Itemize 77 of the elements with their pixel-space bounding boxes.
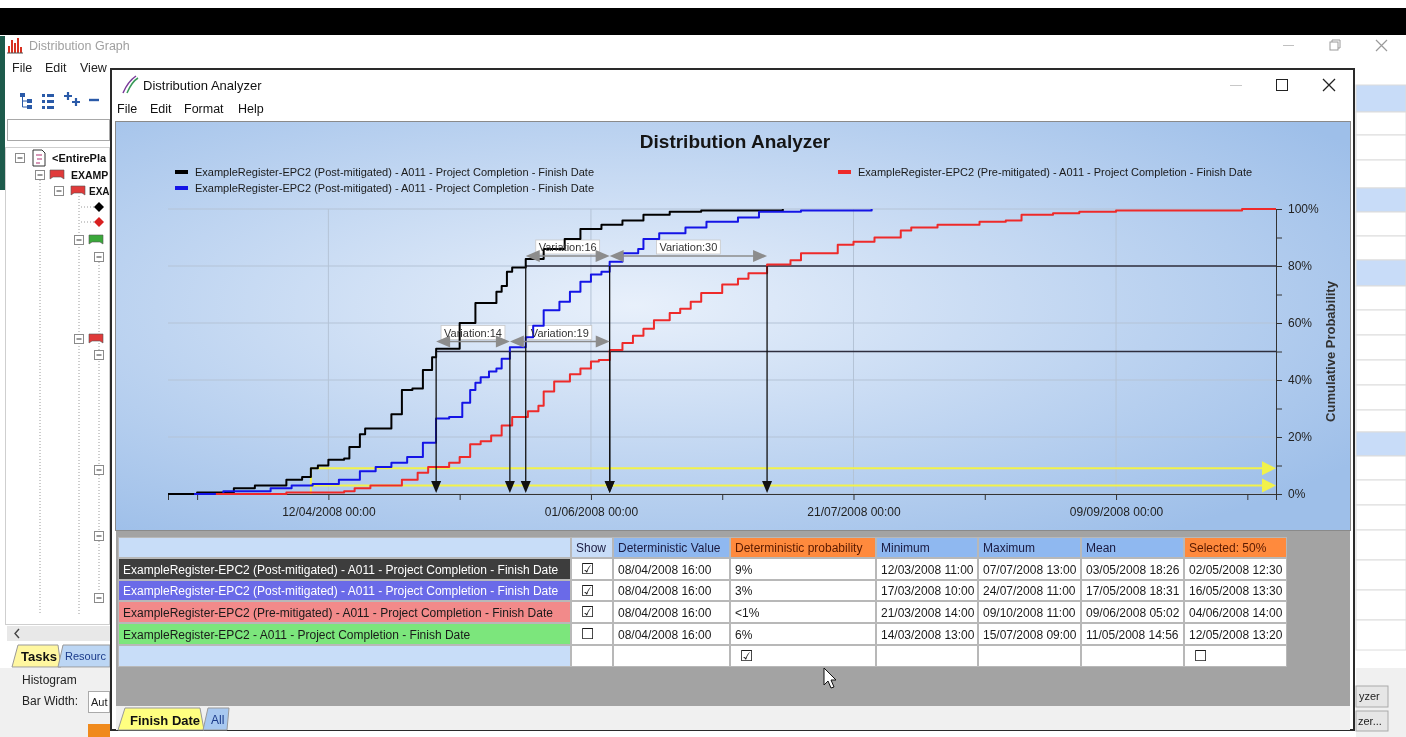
x-tick-label: 12/04/2008 00:00 bbox=[282, 504, 376, 519]
text: 24/07/2008 11:00 bbox=[983, 584, 1076, 598]
text: Deterministic probability bbox=[735, 541, 863, 555]
text: 15/07/2008 09:00 bbox=[983, 627, 1077, 642]
text: ExampleRegister-EPC2 (Post-mitigated) - A011 - Project Completion - Finish Date bbox=[123, 562, 559, 577]
text: 02/05/2008 12:30 bbox=[1189, 562, 1283, 577]
text: Bar Width: bbox=[22, 694, 79, 708]
text: 12/03/2008 11:00 bbox=[881, 562, 974, 577]
text: Tasks bbox=[21, 648, 57, 664]
text: Edit bbox=[45, 61, 68, 75]
y-tick-label: 0% bbox=[1288, 487, 1306, 502]
chart-title: Distribution Analyzer bbox=[639, 131, 831, 152]
text: Histogram bbox=[22, 673, 77, 687]
legend-label: ExampleRegister-EPC2 (Post-mitigated) - A011 - Project Completion - Finish Date bbox=[195, 182, 595, 194]
text: 03/05/2008 18:26 bbox=[1086, 562, 1180, 577]
text: ExampleRegister-EPC2 (Pre-mitigated) - A011 - Project Completion - Finish Date bbox=[123, 605, 554, 620]
y-tick-label: 100% bbox=[1288, 202, 1320, 217]
legend-label: ExampleRegister-EPC2 (Pre-mitigated) - A011 - Project Completion - Finish Date bbox=[858, 166, 1253, 178]
text: Distribution Analyzer bbox=[143, 77, 263, 93]
text: 16/05/2008 13:30 bbox=[1189, 584, 1283, 598]
text: Edit bbox=[150, 102, 173, 116]
text: Selected: 50% bbox=[1189, 541, 1267, 555]
y-tick-label: 20% bbox=[1288, 430, 1313, 445]
text: ☑ bbox=[740, 647, 754, 665]
text: ☑ bbox=[581, 581, 595, 600]
text: 9% bbox=[735, 562, 753, 577]
text: ExampleRegister-EPC2 - A011 - Project Completion - Finish Date bbox=[123, 627, 471, 642]
text: 17/05/2008 18:31 bbox=[1086, 584, 1180, 598]
text: Show bbox=[576, 541, 607, 555]
text: 17/03/2008 10:00 bbox=[881, 584, 975, 598]
text: 08/04/2008 16:00 bbox=[618, 562, 712, 577]
text: 04/06/2008 14:00 bbox=[1189, 605, 1283, 620]
text: ☐ bbox=[1194, 647, 1208, 665]
text: View bbox=[80, 61, 108, 75]
text: <1% bbox=[735, 605, 760, 620]
text: 6% bbox=[735, 627, 753, 642]
y-axis-title: Cumulative Probability bbox=[1323, 280, 1338, 422]
text: 14/03/2008 13:00 bbox=[881, 627, 975, 642]
text: EXA bbox=[89, 185, 110, 197]
text: yzer bbox=[1359, 690, 1381, 702]
text: 08/04/2008 16:00 bbox=[618, 627, 712, 642]
text: ExampleRegister-EPC2 (Post-mitigated) - A011 - Project Completion - Finish Date bbox=[123, 584, 559, 598]
x-tick-label: 01/06/2008 00:00 bbox=[544, 504, 639, 519]
y-tick-label: 40% bbox=[1288, 373, 1313, 388]
y-tick-label: 60% bbox=[1288, 316, 1313, 331]
text: All bbox=[211, 713, 225, 727]
text: Format bbox=[184, 102, 225, 116]
text: File bbox=[12, 61, 33, 75]
text: Maximum bbox=[983, 541, 1036, 555]
text: Help bbox=[238, 102, 264, 116]
text: 12/05/2008 13:20 bbox=[1189, 627, 1283, 642]
text: 08/04/2008 16:00 bbox=[618, 584, 712, 598]
text: 08/04/2008 16:00 bbox=[618, 605, 712, 620]
text: ☐ bbox=[581, 625, 595, 643]
text: Deterministic Value bbox=[618, 541, 721, 555]
text: Finish Date bbox=[130, 712, 201, 728]
text: 11/05/2008 14:56 bbox=[1086, 627, 1179, 642]
text: 09/06/2008 05:02 bbox=[1086, 605, 1180, 620]
text: 09/10/2008 11:00 bbox=[983, 605, 1076, 620]
text: <EntirePla bbox=[52, 152, 107, 164]
x-tick-label: 09/09/2008 00:00 bbox=[1069, 504, 1164, 519]
text: 3% bbox=[735, 584, 753, 598]
text: ☑ bbox=[581, 560, 595, 578]
text: Distribution Graph bbox=[29, 39, 130, 53]
text: File bbox=[117, 102, 138, 116]
y-tick-label: 80% bbox=[1288, 259, 1313, 274]
text: 21/03/2008 14:00 bbox=[881, 605, 975, 620]
text: ☑ bbox=[581, 603, 595, 621]
text: zer... bbox=[1358, 715, 1382, 727]
legend-label: ExampleRegister-EPC2 (Post-mitigated) - A011 - Project Completion - Finish Date bbox=[195, 166, 595, 178]
text: Resourc bbox=[65, 650, 107, 662]
text: 07/07/2008 13:00 bbox=[983, 562, 1077, 577]
text: Aut bbox=[91, 696, 108, 708]
text: Mean bbox=[1086, 541, 1117, 555]
x-tick-label: 21/07/2008 00:00 bbox=[807, 504, 902, 519]
text: Minimum bbox=[881, 541, 930, 555]
text: EXAMP bbox=[71, 169, 109, 181]
